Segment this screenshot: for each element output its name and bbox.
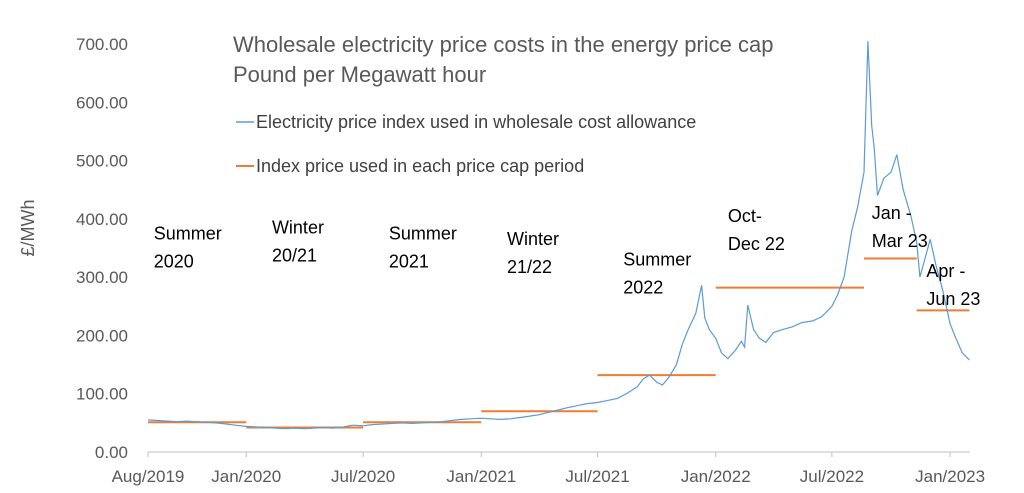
y-tick-label: 600.00 [76, 93, 128, 112]
period-label: Winter [272, 217, 324, 237]
x-tick-label: Jan/2021 [446, 467, 516, 486]
period-label: Summer [389, 223, 457, 243]
x-tick-label: Jul/2021 [565, 467, 629, 486]
period-label: 2022 [623, 277, 663, 297]
legend-entry-cap: Index price used in each price cap perio… [256, 156, 584, 176]
period-label: Winter [507, 229, 559, 249]
x-tick-label: Jan/2023 [915, 467, 985, 486]
x-tick-label: Jan/2022 [681, 467, 751, 486]
legend-entry-index: Electricity price index used in wholesal… [256, 112, 696, 132]
x-tick-label: Jul/2022 [800, 467, 864, 486]
x-axis-ticks: Aug/2019 Jan/2020 Jul/2020 Jan/2021 Jul/2021… [112, 452, 985, 486]
y-axis: 0.00 100.00 200.00 300.00 400.00 500.00 600.00… [76, 35, 128, 462]
y-tick-label: 200.00 [76, 326, 128, 345]
y-tick-label: 500.00 [76, 152, 128, 171]
y-tick-label: 700.00 [76, 35, 128, 54]
period-label: Dec 22 [728, 234, 785, 254]
period-label: Mar 23 [872, 231, 928, 251]
period-label: Summer [623, 249, 691, 269]
period-label: Oct- [728, 206, 762, 226]
period-label: Apr - [926, 261, 965, 281]
y-axis-title: £/MWh [18, 199, 38, 256]
period-label: Jun 23 [926, 289, 980, 309]
x-tick-label: Aug/2019 [112, 467, 185, 486]
period-label: 21/22 [507, 257, 552, 277]
y-tick-label: 0.00 [95, 443, 128, 462]
x-tick-label: Jan/2020 [211, 467, 281, 486]
period-label: 20/21 [272, 245, 317, 265]
y-tick-label: 100.00 [76, 385, 128, 404]
period-label: Summer [154, 223, 222, 243]
y-tick-label: 300.00 [76, 268, 128, 287]
period-label: Jan - [872, 203, 912, 223]
chart-title: Wholesale electricity price costs in the… [233, 32, 773, 57]
y-tick-label: 400.00 [76, 210, 128, 229]
price-cap-step-series [148, 257, 970, 429]
period-label: 2020 [154, 251, 194, 271]
period-labels: Summer 2020 Winter 20/21 Summer 2021 Winter 21/… [154, 203, 981, 309]
chart-subtitle: Pound per Megawatt hour [233, 62, 486, 87]
x-tick-label: Jul/2020 [331, 467, 395, 486]
electricity-price-index-line [147, 41, 970, 430]
period-label: 2021 [389, 251, 429, 271]
legend: Electricity price index used in wholesal… [236, 112, 696, 176]
